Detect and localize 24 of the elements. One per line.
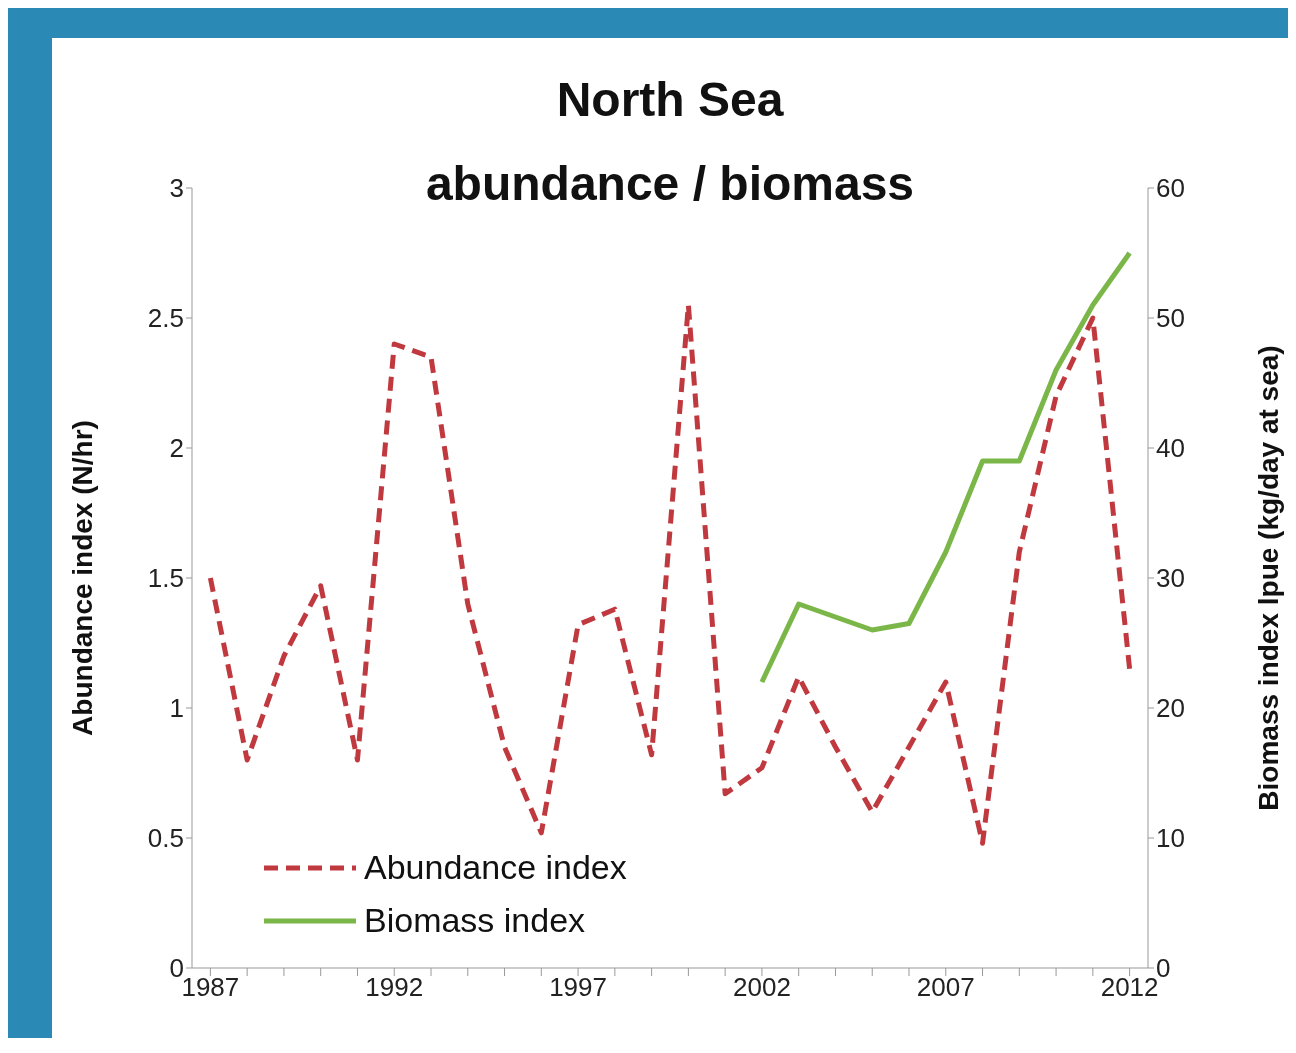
y2-tick-label: 50	[1156, 303, 1185, 334]
y-tick-label: 2	[169, 433, 184, 464]
x-tick-label: 2002	[733, 972, 791, 1003]
y-tick-label: 0	[169, 953, 184, 984]
legend-label: Abundance index	[364, 848, 627, 887]
x-tick-label: 1992	[365, 972, 424, 1003]
y2-tick-label: 20	[1156, 693, 1185, 724]
y2-tick-label: 0	[1156, 953, 1171, 984]
y-tick-label: 1	[169, 693, 184, 724]
y2-tick-label: 10	[1156, 823, 1185, 854]
chart-title: North Sea	[555, 72, 785, 127]
y-tick-label: 0.5	[147, 823, 184, 854]
y2-tick-label: 30	[1156, 563, 1185, 594]
y-tick-label: 2.5	[147, 303, 184, 334]
y2-tick-label: 40	[1156, 433, 1185, 464]
chart-subtitle: abundance / biomass	[425, 157, 915, 210]
x-tick-label: 1997	[549, 972, 607, 1003]
x-tick-label: 2007	[916, 972, 975, 1003]
y-axis-title: Abundance index (N/hr)	[66, 420, 98, 736]
legend-label: Biomass index	[364, 901, 586, 940]
y2-axis-title: Biomass index lpue (kg/day at sea)	[1252, 345, 1284, 811]
y-tick-label: 1.5	[147, 563, 184, 594]
y2-tick-label: 60	[1156, 173, 1185, 204]
y-tick-label: 3	[169, 173, 184, 204]
